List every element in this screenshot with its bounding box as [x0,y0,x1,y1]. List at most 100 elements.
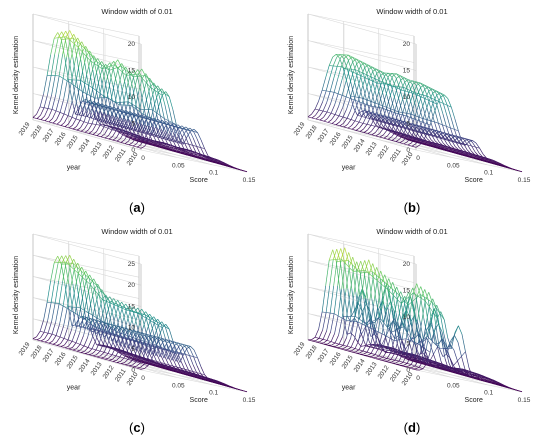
surface-segment [331,120,336,124]
surface-segment [410,133,415,138]
surface-segment [98,80,104,98]
panel-b: 0510152000.050.10.1520192018201720162015… [288,7,531,215]
surface-segment [137,308,143,314]
surface-segment [428,86,433,90]
surface-segment [387,136,392,140]
surface-segment [143,357,148,365]
surface-segment [475,157,480,160]
surface-segment [142,98,148,115]
surface-segment [204,148,209,157]
surface-segment [97,289,103,295]
surface-segment [396,75,401,79]
surface-segment [359,131,365,133]
surface-segment [386,107,391,120]
surface-segment [131,360,137,363]
surface-segment [379,128,384,134]
surface-segment [123,120,128,128]
surface-segment [470,150,475,155]
surface-segment [356,60,361,64]
surface-segment [339,125,345,128]
surface-segment [130,74,135,76]
surface-segment [373,306,379,330]
surface-segment [127,359,133,361]
surface-segment [340,247,346,259]
surface-segment [180,367,185,372]
surface-segment [124,126,129,134]
surface-segment [83,111,88,122]
surface-segment [71,117,77,120]
surface-segment [87,347,93,350]
surface-segment [174,126,179,129]
surface-segment [396,354,401,356]
surface-segment [357,73,362,77]
surface-segment [394,112,399,115]
surface-segment [90,79,96,97]
surface-segment [88,348,93,353]
surface-segment [325,285,331,313]
surface-segment [355,127,360,131]
surface-segment [112,342,117,351]
surface-segment [354,99,359,102]
surface-segment [442,124,447,127]
score-axis-label: Score [465,177,483,184]
surface-segment [161,145,166,148]
surface-segment [164,147,169,150]
surface-segment [58,281,64,304]
surface-segment [424,84,429,90]
surface-segment [380,70,385,76]
surface-segment [89,100,94,104]
surface-segment [116,316,121,334]
surface-segment [358,288,363,298]
surface-segment [132,143,137,147]
surface-segment [311,117,317,120]
surface-segment [442,124,447,137]
surface-segment [148,79,154,95]
surface-segment [389,84,394,87]
surface-segment [168,364,173,367]
surface-segment [449,140,454,143]
surface-segment [348,260,353,265]
surface-segment [70,63,76,84]
surface-segment [418,139,424,142]
surface-segment [105,104,110,109]
surface-segment [140,130,145,139]
surface-segment [404,136,409,140]
surface-segment [419,93,424,96]
surface-segment [452,134,457,137]
surface-segment [114,64,119,69]
surface-segment [330,333,335,342]
surface-segment [401,134,405,137]
surface-segment [43,302,48,321]
surface-segment [147,132,152,142]
surface-segment [128,127,133,135]
surface-segment [357,75,362,88]
surface-segment [446,115,451,128]
surface-segment [66,80,72,84]
surface-segment [388,73,393,77]
surface-segment [70,43,75,61]
surface-segment [334,114,340,117]
surface-segment [166,122,171,125]
surface-segment [432,90,437,94]
surface-segment [193,154,198,157]
surface-segment [127,105,132,122]
surface-segment [80,307,85,311]
surface-segment [377,120,382,123]
surface-segment [144,357,149,360]
surface-segment [385,336,390,350]
surface-segment [434,140,439,145]
surface-segment [145,73,150,80]
surface-segment [315,118,321,121]
surface-segment [307,116,313,119]
surface-segment [365,110,370,119]
surface-segment [200,147,205,156]
surface-segment [413,92,418,96]
surface-segment [111,354,117,357]
surface-segment [422,137,427,142]
panel-label: (a) [129,200,145,215]
surface-segment [148,142,153,146]
surface-segment [95,90,101,110]
z-tick-label: 20 [403,41,411,48]
surface-segment [88,122,93,125]
surface-segment [164,348,169,351]
